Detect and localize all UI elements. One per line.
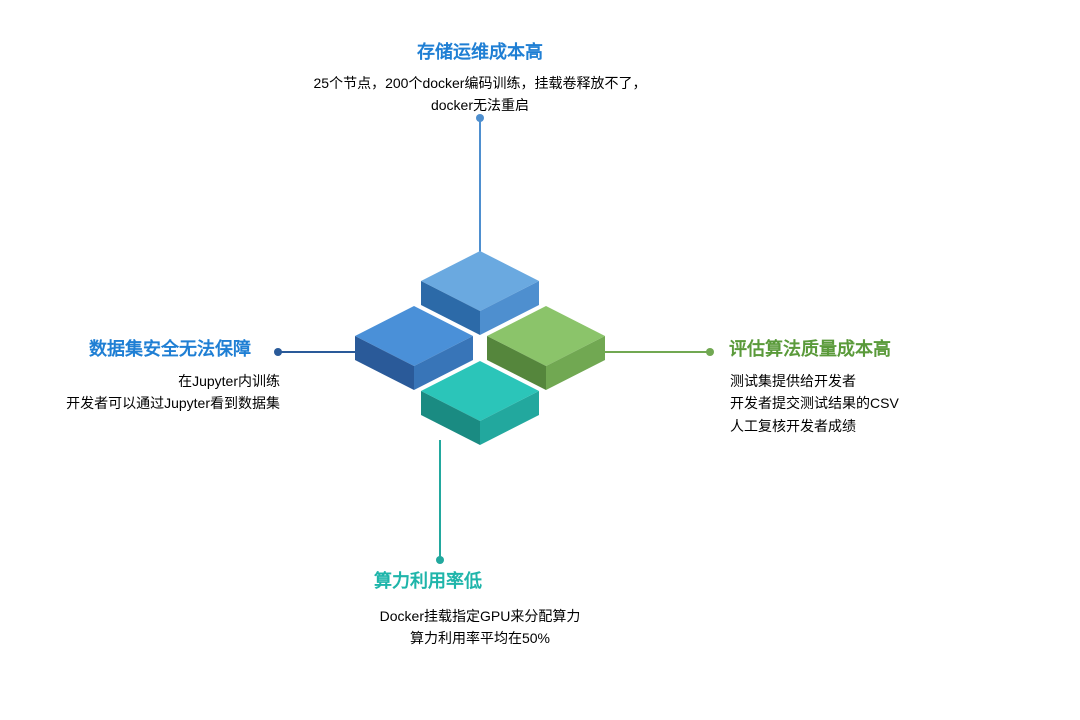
line-top	[479, 118, 481, 270]
title-bottom: 算力利用率低	[374, 567, 482, 593]
desc-left: 在Jupyter内训练 开发者可以通过Jupyter看到数据集	[20, 370, 280, 415]
title-left: 数据集安全无法保障	[89, 335, 251, 361]
desc-top: 25个节点，200个docker编码训练，挂载卷释放不了， docker无法重启	[260, 72, 700, 117]
desc-right: 测试集提供给开发者 开发者提交测试结果的CSV 人工复核开发者成绩	[730, 370, 1030, 437]
desc-bottom: Docker挂载指定GPU来分配算力 算力利用率平均在50%	[300, 605, 660, 650]
title-top: 存储运维成本高	[417, 38, 543, 64]
cube-bottom	[421, 361, 539, 459]
title-right: 评估算法质量成本高	[729, 335, 891, 361]
line-right	[590, 351, 710, 353]
